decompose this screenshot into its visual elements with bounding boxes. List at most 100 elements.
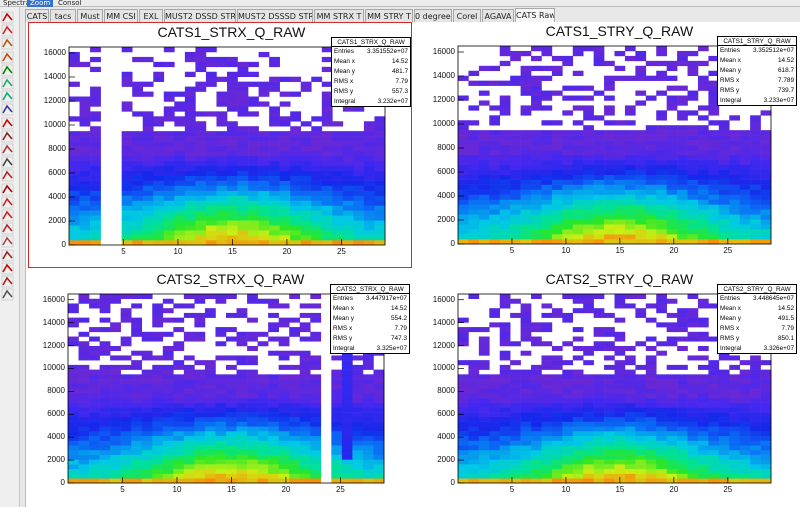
heatmap-cell: [132, 180, 144, 186]
pave-text-icon[interactable]: [1, 115, 14, 129]
marker-icon[interactable]: [1, 167, 14, 182]
heatmap-cell: [341, 369, 353, 375]
stats-box[interactable]: CATS2_STRX_Q_RAW Entries 3.447917e+07 Mean …: [330, 284, 410, 354]
heatmap-cell: [290, 126, 302, 132]
fit-icon[interactable]: [1, 286, 14, 301]
heatmap-cell: [216, 121, 228, 127]
histogram-pad-1[interactable]: CATS1_STRX_Q_RAW 0 2000 4000 6000 8000 10000 12…: [28, 22, 412, 268]
heatmap-cell: [226, 449, 237, 455]
canvas-tab-cats-raw[interactable]: CATS Raw: [515, 8, 555, 24]
y-tick-label: 16000: [432, 47, 455, 56]
heatmap-cell: [697, 214, 709, 220]
top-tab-consol[interactable]: Consol: [58, 0, 82, 7]
heatmap-plot[interactable]: [29, 23, 413, 269]
zoom4-icon[interactable]: [1, 233, 14, 248]
histogram-pad-2[interactable]: CATS1_STRY_Q_RAW 0 2000 4000 6000 8000 10000 12…: [418, 22, 799, 268]
heatmap-cell: [68, 379, 79, 385]
heatmap-cell: [489, 383, 501, 389]
heatmap-cell: [152, 449, 164, 455]
stats-box[interactable]: CATS2_STRY_Q_RAW Entries 3.448645e+07 Mean …: [717, 284, 797, 354]
heatmap-cell: [656, 214, 667, 220]
heatmap-cell: [499, 421, 511, 427]
heatmap-cell: [666, 105, 678, 111]
histogram-pad-3[interactable]: CATS2_STRX_Q_RAW 0 2000 4000 6000 8000 10000 12…: [28, 270, 412, 507]
stats-box[interactable]: CATS1_STRY_Q_RAW Entries 3.352512e+07 Mean …: [717, 36, 797, 106]
y-tick-label: 10000: [432, 363, 455, 373]
heatmap-cell: [248, 210, 259, 216]
heatmap-cell: [718, 209, 730, 215]
arc-icon[interactable]: [1, 35, 14, 50]
curly-arc-icon[interactable]: [1, 154, 14, 169]
top-tab-zoom[interactable]: Zoom: [27, 0, 53, 7]
canvas-tab-mm-strx-t[interactable]: MM STRX T: [314, 9, 364, 23]
heatmap-cell: [184, 235, 196, 241]
canvas-tab-must2-dsssd-stry[interactable]: MUST2 DSSSD STRY: [237, 9, 313, 23]
canvas-tab-0-degrees[interactable]: 0 degrees: [414, 9, 452, 23]
heatmap-cell: [342, 170, 354, 176]
x-icon[interactable]: [1, 260, 14, 275]
line-icon[interactable]: [1, 49, 14, 63]
heatmap-cell: [739, 449, 751, 455]
heatmap-cell: [624, 199, 636, 205]
graph-icon[interactable]: [1, 141, 14, 156]
heatmap-cell: [718, 239, 730, 245]
heatmap-cell: [604, 435, 615, 441]
canvas-tab-mm-stry-t[interactable]: MM STRY T: [365, 9, 413, 23]
heatmap-cell: [593, 164, 605, 171]
root-canvas[interactable]: CATS1_STRX_Q_RAW 0 2000 4000 6000 8000 10000 12…: [25, 22, 800, 507]
x-tick-label: 20: [669, 246, 679, 255]
heatmap-cell: [739, 473, 751, 479]
heatmap-cell: [227, 71, 238, 77]
heatmap-cell: [257, 383, 269, 389]
heatmap-cell: [332, 170, 344, 176]
zoom-icon[interactable]: [1, 194, 14, 209]
text-icon[interactable]: [1, 128, 14, 143]
stats-key: RMS x: [720, 325, 740, 332]
diamond-icon[interactable]: [1, 75, 14, 90]
heatmap-cell: [531, 130, 542, 136]
zoom2-icon[interactable]: [1, 207, 14, 222]
heatmap-cell: [362, 388, 374, 394]
histogram-pad-4[interactable]: CATS2_STRY_Q_RAW 0 2000 4000 6000 8000 10000 12…: [418, 270, 799, 507]
stats-box[interactable]: CATS1_STRX_Q_RAW Entries 3.351552e+07 Mean …: [331, 37, 411, 107]
pad-icon[interactable]: [1, 101, 14, 116]
zoom6-icon[interactable]: [1, 273, 14, 288]
canvas-tab-exl[interactable]: EXL: [139, 9, 163, 23]
heatmap-cell: [194, 360, 206, 366]
heatmap-cell: [677, 95, 688, 101]
heatmap-cell: [468, 130, 480, 136]
heatmap-cell: [729, 445, 740, 451]
canvas-tab-must[interactable]: Must: [77, 9, 103, 23]
canvas-tab-tacs[interactable]: tacs: [50, 9, 76, 23]
heatmap-cell: [352, 449, 364, 455]
heatmap-cell: [68, 374, 79, 380]
heatmap-cell: [604, 445, 615, 451]
cut-icon[interactable]: [1, 181, 14, 195]
canvas-tab-cats[interactable]: CATS: [25, 9, 49, 23]
heatmap-plot[interactable]: [418, 270, 799, 507]
heatmap-cell: [531, 199, 542, 205]
heatmap-cell: [173, 478, 185, 484]
heatmap-cell: [531, 440, 542, 446]
heatmap-cell: [739, 184, 751, 190]
heatmap-cell: [697, 412, 709, 418]
top-tab-spectra[interactable]: Spectra: [3, 0, 30, 7]
heatmap-cell: [120, 341, 132, 347]
canvas-tab-must2-dssd-strx[interactable]: MUST2 DSSD STRX: [164, 9, 236, 23]
arrow-icon[interactable]: [1, 62, 14, 77]
heatmap-cell: [677, 327, 688, 333]
zoom3-icon[interactable]: [1, 220, 14, 235]
heatmap-cell: [215, 383, 227, 389]
heatmap-cell: [520, 80, 532, 86]
canvas-tab-agava[interactable]: AGAVA: [482, 9, 514, 23]
cross-icon[interactable]: [1, 22, 14, 37]
canvas-tab-corel[interactable]: Corel: [453, 9, 481, 23]
heatmap-cell: [708, 130, 720, 136]
heatmap-cell: [760, 407, 772, 413]
pointer-icon[interactable]: [1, 9, 14, 24]
heatmap-cell: [353, 175, 365, 181]
canvas-tab-mm-csi[interactable]: MM CSI: [104, 9, 138, 23]
ellipse-icon[interactable]: [1, 88, 14, 103]
heatmap-cell: [331, 388, 343, 394]
zoom5-icon[interactable]: [1, 247, 14, 261]
